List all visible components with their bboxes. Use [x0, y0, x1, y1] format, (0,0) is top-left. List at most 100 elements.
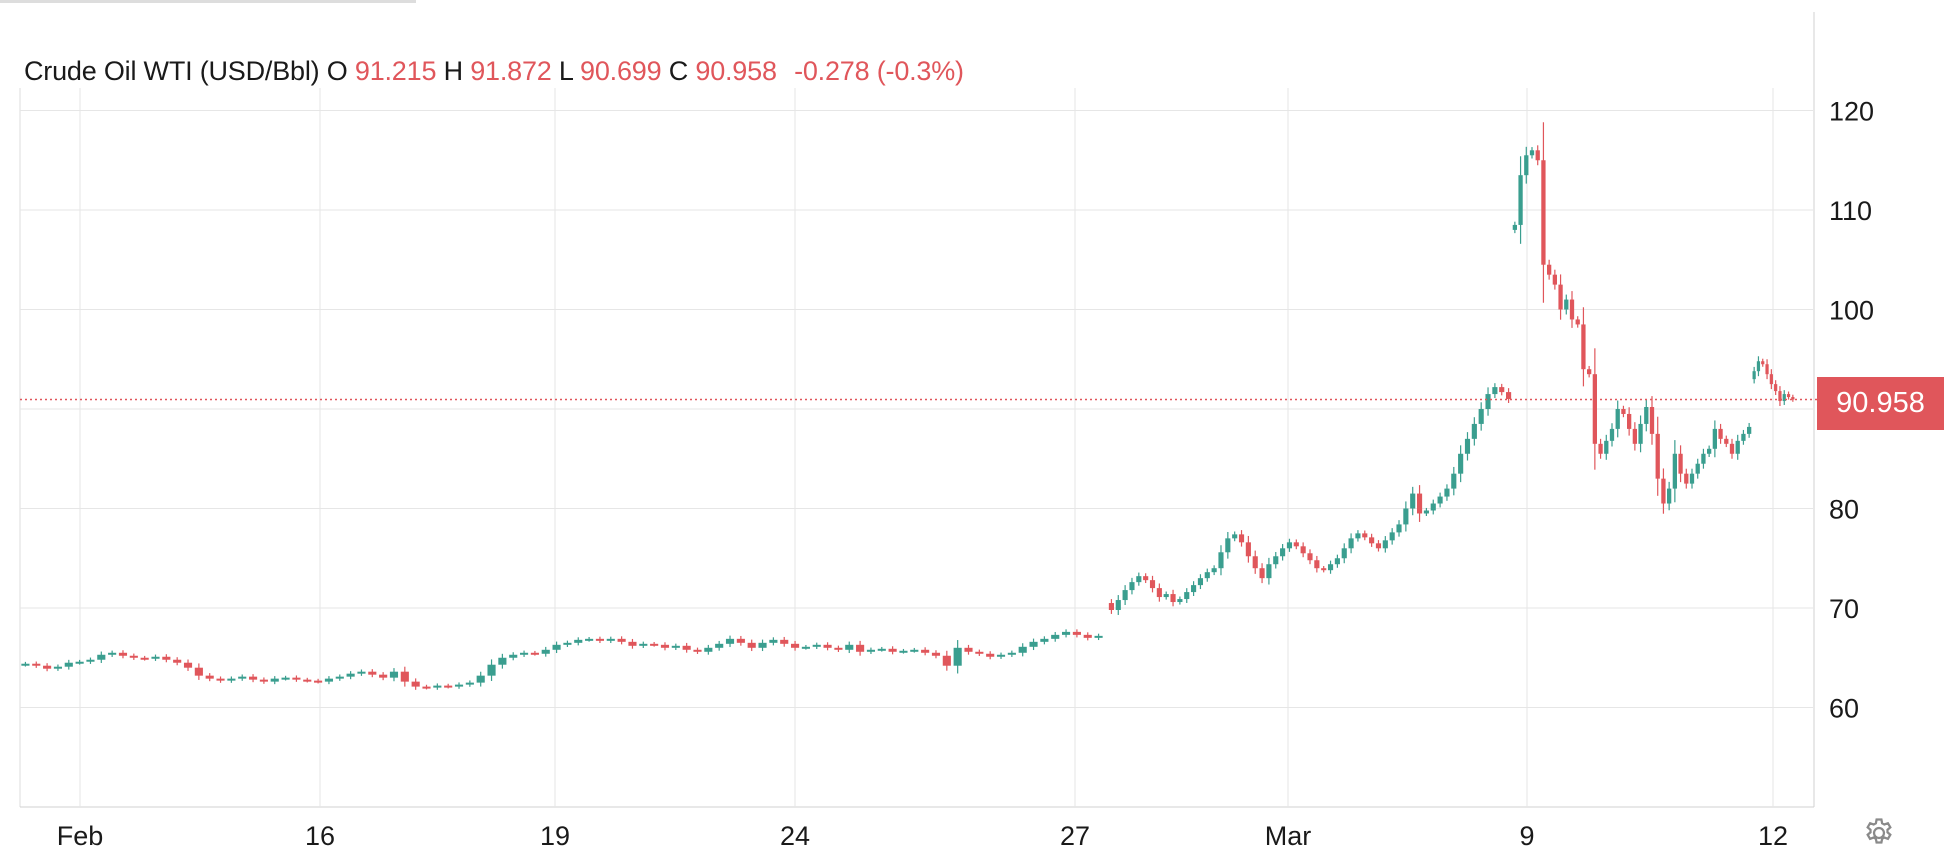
- candle-body: [1458, 453, 1464, 474]
- candle-body: [303, 679, 312, 682]
- candle-body: [1108, 603, 1114, 610]
- candle-body: [1177, 599, 1183, 603]
- candle-body: [140, 657, 149, 660]
- candle-body: [1218, 552, 1224, 569]
- y-axis: 60 70 80 100 110 120: [1829, 97, 1874, 724]
- top-divider: [0, 0, 416, 3]
- candle-body: [129, 655, 138, 658]
- candle-body: [379, 674, 388, 678]
- candle-body: [162, 656, 171, 660]
- candle-body: [1451, 473, 1457, 489]
- candle-body: [541, 649, 550, 654]
- candle-body: [400, 671, 409, 682]
- candle-body: [1136, 576, 1142, 583]
- candle-body: [1369, 537, 1375, 544]
- candle-body: [1791, 397, 1795, 400]
- candle-body: [574, 639, 583, 643]
- candle-body: [1321, 568, 1327, 571]
- low-value: 90.699: [580, 56, 662, 86]
- candle-body: [1552, 274, 1557, 285]
- candle-body: [1689, 473, 1695, 484]
- candle-body: [1575, 319, 1580, 325]
- candle-body: [877, 648, 886, 651]
- candle-body: [693, 649, 702, 652]
- candle-body: [1327, 564, 1334, 571]
- candle-body: [422, 686, 431, 689]
- candle-body: [617, 638, 626, 642]
- instrument-name: Crude Oil WTI (USD/Bbl): [24, 56, 320, 86]
- x-tick-label: 27: [1060, 821, 1090, 851]
- y-tick-label: 70: [1829, 594, 1859, 624]
- candle-body: [1232, 534, 1238, 539]
- candle-body: [389, 671, 399, 678]
- candle-body: [1083, 634, 1092, 638]
- candle-body: [454, 684, 464, 687]
- candle-body: [1569, 299, 1575, 320]
- candle-body: [1786, 394, 1791, 398]
- y-tick-label: 110: [1829, 196, 1872, 226]
- candle-body: [118, 652, 128, 656]
- candle-body: [1774, 384, 1778, 392]
- candle-body: [769, 639, 778, 643]
- candle-body: [227, 678, 236, 681]
- candle-body: [1684, 473, 1689, 484]
- high-value: 91.872: [470, 56, 552, 86]
- candle-body: [1170, 594, 1176, 603]
- candle-body: [368, 671, 377, 675]
- candle-body: [1506, 392, 1512, 400]
- candle-body: [628, 641, 637, 646]
- candle-body: [747, 642, 756, 648]
- candle-body: [1156, 588, 1162, 598]
- candle-body: [292, 677, 301, 680]
- candle-body: [834, 647, 843, 650]
- high-label: H: [443, 56, 464, 86]
- candle-body: [595, 638, 605, 641]
- candle-body: [1581, 324, 1586, 370]
- candle-body: [487, 664, 496, 676]
- candle-body: [1129, 582, 1135, 591]
- candle-body: [1632, 428, 1637, 444]
- gear-icon[interactable]: [1862, 816, 1896, 850]
- candle-body: [1499, 387, 1505, 393]
- candle-body: [790, 643, 800, 648]
- candle-body: [1300, 546, 1306, 554]
- x-axis: Feb 16 19 24 27 Mar 9 12: [57, 821, 1788, 851]
- candle-body: [1724, 438, 1729, 444]
- candle-body: [1143, 576, 1149, 581]
- candle-body: [1375, 543, 1382, 549]
- candle-body: [1396, 524, 1402, 533]
- candle-body: [346, 673, 355, 677]
- candle-body: [1598, 443, 1603, 454]
- candle-body: [1355, 533, 1361, 539]
- candle-body: [845, 644, 854, 650]
- candle-body: [1286, 542, 1293, 549]
- candle-body: [910, 649, 919, 652]
- candle-body: [530, 652, 539, 655]
- candle-body: [1535, 150, 1540, 161]
- candle-body: [75, 661, 84, 664]
- candle-body: [736, 638, 745, 643]
- candle-body: [1211, 568, 1217, 573]
- candle-body: [639, 643, 648, 646]
- candle-body: [1029, 641, 1038, 647]
- candle-body: [1184, 592, 1190, 600]
- candle-body: [108, 652, 117, 655]
- candle-body: [1678, 453, 1683, 474]
- candle-body: [1259, 568, 1265, 579]
- candle-body: [1627, 413, 1632, 429]
- open-label: O: [326, 56, 348, 86]
- candle-body: [1564, 299, 1569, 310]
- candle-body: [335, 676, 344, 679]
- candle-body: [1518, 175, 1523, 225]
- candle-body: [324, 678, 334, 682]
- candle-body: [1541, 160, 1546, 265]
- candle-body: [1382, 540, 1388, 549]
- candle-body: [314, 680, 323, 683]
- candle-body: [1649, 407, 1655, 434]
- candle-body: [1149, 580, 1156, 589]
- candle-body: [780, 639, 789, 644]
- close-value: 90.958: [695, 56, 777, 86]
- candle-body: [476, 675, 485, 683]
- candles: [20, 122, 1817, 690]
